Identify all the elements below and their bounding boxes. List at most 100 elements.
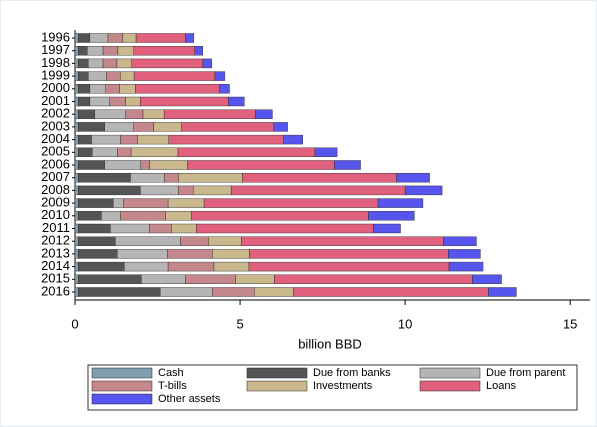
bar-segment (122, 33, 137, 43)
bar-segment (74, 198, 79, 208)
bar-segment (115, 236, 181, 246)
bar-segment (177, 147, 316, 158)
bar-segment (78, 261, 125, 272)
bar-segment (78, 160, 105, 170)
bar-segment (122, 198, 169, 208)
legend-label: Due from parent (486, 367, 565, 379)
bar-segment (133, 122, 154, 132)
bar-segment (74, 109, 79, 119)
bar-segment (135, 84, 220, 94)
bar-segment (74, 249, 79, 259)
bar-segment (104, 122, 134, 132)
bar-segment (130, 147, 179, 158)
bar-segment (159, 287, 213, 297)
bar-segment (202, 58, 212, 69)
bar-segment (178, 185, 194, 196)
bar-segment (274, 274, 473, 284)
bar-segment (120, 134, 138, 145)
bar-segment (74, 46, 79, 56)
bar-segment (488, 287, 517, 297)
bar-segment (283, 134, 303, 145)
bar-segment (78, 71, 89, 81)
bar-segment (130, 172, 165, 183)
bar-segment (89, 84, 106, 94)
bar-segment (78, 185, 141, 196)
y-tick-label: 2009 (41, 195, 70, 210)
bar-segment (167, 198, 205, 208)
bar-segment (171, 223, 197, 234)
legend-label: Other assets (158, 393, 221, 405)
bar-segment (107, 33, 124, 43)
bar-segment (78, 287, 161, 297)
bar-segment (74, 211, 79, 221)
legend-key (246, 380, 308, 392)
bar-segment (167, 261, 215, 272)
y-tick-label: 2014 (41, 258, 70, 273)
bar-segment (196, 223, 374, 234)
legend-key (91, 367, 153, 379)
bar-segment (78, 122, 105, 132)
bar-segment (242, 172, 397, 183)
y-tick-label: 2004 (41, 131, 70, 146)
bar-segment (94, 109, 127, 119)
bar-segment (74, 160, 79, 170)
bar-segment (255, 109, 273, 119)
bar-segment (102, 46, 119, 56)
bar-segment (443, 236, 477, 246)
bar-segment (78, 198, 114, 208)
bar-segment (78, 147, 93, 158)
bar-segment (214, 71, 226, 81)
bar-segment (78, 172, 131, 183)
bar-segment (74, 287, 79, 297)
bar-segment (74, 223, 79, 234)
bar-segment (119, 84, 136, 94)
bar-segment (74, 185, 79, 196)
bar-segment (91, 134, 121, 145)
bar-segment (140, 185, 179, 196)
y-tick-label: 2012 (41, 233, 70, 248)
bar-segment (165, 211, 192, 221)
bar-segment (396, 172, 430, 183)
bar-segment (78, 46, 88, 56)
bar-segment (113, 198, 124, 208)
bar-segment (248, 261, 450, 272)
bar-segment (74, 71, 79, 81)
bar-segment (74, 274, 79, 284)
legend-label: Due from banks (313, 367, 391, 379)
bar-segment (104, 160, 141, 170)
legend-key (419, 367, 481, 379)
y-tick-label: 1997 (41, 42, 70, 57)
bar-segment (373, 223, 401, 234)
bar-segment (377, 198, 424, 208)
bar-segment (78, 33, 91, 43)
bar-segment (74, 236, 79, 246)
x-tick-label: 10 (398, 316, 412, 331)
bar-segment (74, 96, 79, 107)
bar-segment (185, 33, 195, 43)
bar-segment (78, 134, 92, 145)
bar-segment (293, 287, 489, 297)
legend-label: T-bills (158, 380, 187, 392)
bar-segment (254, 287, 294, 297)
bar-segment (78, 109, 96, 119)
bar-segment (133, 46, 196, 56)
y-tick-label: 2011 (42, 220, 70, 235)
bar-segment (235, 274, 275, 284)
bar-segment (448, 261, 484, 272)
y-tick-label: 2001 (41, 93, 70, 108)
y-tick-label: 2005 (41, 144, 70, 159)
bar-segment (314, 147, 338, 158)
bar-segment (178, 172, 243, 183)
bar-segment (74, 134, 79, 145)
y-tick-label: 1998 (41, 55, 70, 70)
bar-segment (88, 71, 107, 81)
bar-segment (194, 46, 203, 56)
bar-segment (74, 84, 79, 94)
bar-segment (125, 109, 144, 119)
bar-segment (120, 211, 166, 221)
bar-segment (78, 249, 118, 259)
bar-segment (133, 71, 216, 81)
bar-segment (74, 147, 79, 158)
bar-segment (78, 236, 116, 246)
bar-segment (203, 198, 379, 208)
